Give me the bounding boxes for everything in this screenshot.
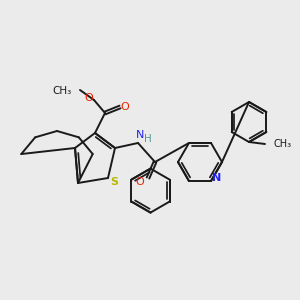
Text: H: H [144, 134, 152, 144]
Text: N: N [136, 130, 144, 140]
Text: O: O [85, 93, 93, 103]
Text: CH₃: CH₃ [273, 139, 291, 149]
Text: O: O [136, 177, 144, 187]
Text: S: S [110, 177, 118, 187]
Text: N: N [212, 173, 222, 183]
Text: CH₃: CH₃ [53, 86, 72, 96]
Text: O: O [121, 102, 129, 112]
